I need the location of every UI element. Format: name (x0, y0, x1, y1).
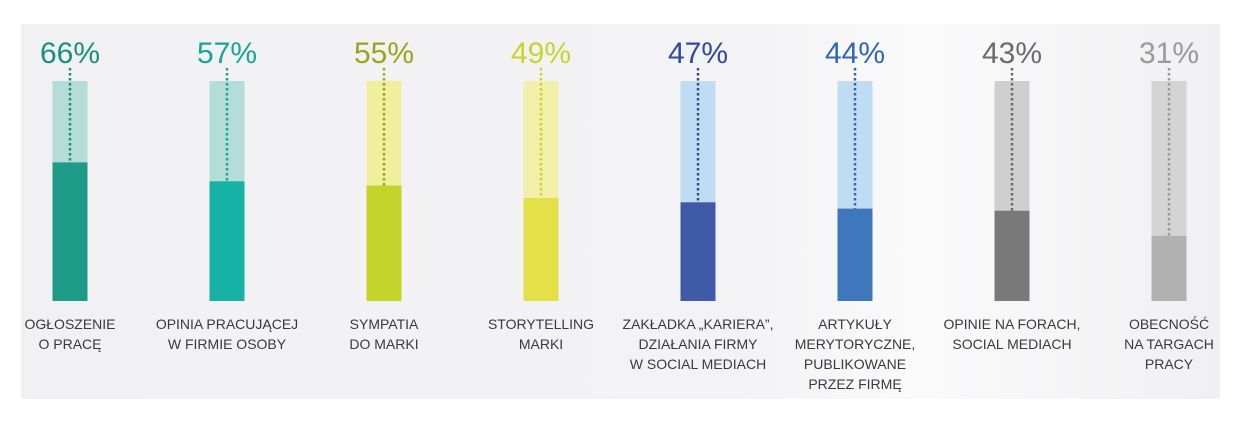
category-label: PRZEZ FIRMĘ (808, 376, 901, 392)
bar (837, 208, 873, 301)
category-label: PRACY (1145, 356, 1194, 372)
category-label: W FIRMIE OSOBY (168, 336, 287, 352)
value-label: 66% (40, 37, 100, 70)
bar (994, 210, 1030, 301)
bar (1151, 235, 1187, 301)
category-label: SOCIAL MEDIACH (952, 336, 1071, 352)
category-label: DZIAŁANIA FIRMY (638, 336, 758, 352)
category-label: OBECNOŚĆ (1129, 315, 1209, 332)
category-label: OPINIA PRACUJĄCEJ (156, 316, 298, 332)
bar (209, 181, 245, 301)
category-label: MARKI (519, 336, 563, 352)
bar (523, 198, 559, 301)
category-label: ARTYKUŁY (818, 316, 892, 332)
value-label: 57% (197, 37, 257, 70)
value-label: 43% (982, 37, 1042, 70)
value-label: 44% (825, 37, 885, 70)
value-label: 31% (1139, 37, 1199, 70)
category-label: OPINIE NA FORACH, (944, 316, 1081, 332)
bar (680, 202, 716, 301)
category-label: O PRACĘ (38, 336, 101, 352)
category-label: SYMPATIA (350, 316, 419, 332)
category-label: STORYTELLING (488, 316, 594, 332)
bar (366, 185, 402, 301)
category-label: NA TARGACH (1124, 336, 1214, 352)
category-label: DO MARKI (349, 336, 418, 352)
category-label: MERYTORYCZNE, (795, 336, 916, 352)
category-label: W SOCIAL MEDIACH (630, 356, 766, 372)
category-label: OGŁOSZENIE (24, 316, 115, 332)
value-label: 47% (668, 37, 728, 70)
value-label: 49% (511, 37, 571, 70)
category-label: ZAKŁADKA „KARIERA”, (623, 316, 774, 332)
value-label: 55% (354, 37, 414, 70)
category-label: PUBLIKOWANE (804, 356, 906, 372)
bar (52, 162, 88, 301)
